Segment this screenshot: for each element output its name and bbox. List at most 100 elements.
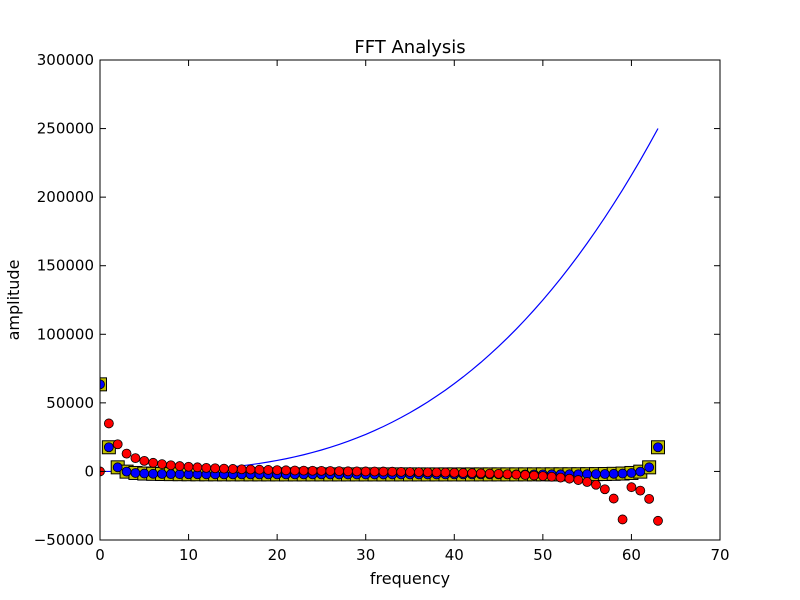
point-s2-58 xyxy=(608,468,619,479)
plot-area xyxy=(100,128,665,526)
point-s2-9 xyxy=(174,469,185,480)
point-s3-32 xyxy=(378,466,389,477)
point-s3-2 xyxy=(112,439,123,450)
y-tick-label-6: 250000 xyxy=(37,120,94,138)
point-s3-57 xyxy=(599,484,610,495)
point-s2-56 xyxy=(591,469,601,480)
series-line-0 xyxy=(100,128,659,473)
point-s3-35 xyxy=(405,467,415,477)
point-s3-61 xyxy=(635,485,646,496)
point-s3-23 xyxy=(298,465,309,476)
point-s3-38 xyxy=(431,467,442,478)
y-tick-label-2: 50000 xyxy=(46,394,94,412)
x-axis-label: frequency xyxy=(370,569,450,588)
point-s3-27 xyxy=(334,466,345,477)
y-tick-label-1: 0 xyxy=(84,462,94,480)
point-s3-39 xyxy=(440,467,451,478)
point-s3-60 xyxy=(626,482,637,493)
point-s3-28 xyxy=(343,466,353,477)
point-s3-16 xyxy=(236,464,247,475)
point-s3-18 xyxy=(254,464,265,475)
point-s3-54 xyxy=(573,475,584,485)
point-s3-21 xyxy=(281,465,291,476)
x-tick-label-0: 0 xyxy=(95,546,105,564)
point-s3-5 xyxy=(139,455,150,466)
point-s3-50 xyxy=(537,471,548,481)
point-s3-20 xyxy=(272,465,283,476)
point-s3-56 xyxy=(591,479,601,490)
point-s3-40 xyxy=(449,467,460,478)
y-tick-label-4: 150000 xyxy=(37,257,94,275)
y-tick-label-5: 200000 xyxy=(37,188,94,206)
point-s2-8 xyxy=(165,469,176,480)
x-tick-label-5: 50 xyxy=(533,546,552,564)
point-s3-36 xyxy=(413,467,424,478)
point-s3-26 xyxy=(325,466,336,476)
point-s2-6 xyxy=(148,468,159,479)
point-s3-15 xyxy=(227,464,238,474)
point-s3-62 xyxy=(644,493,655,504)
point-s3-3 xyxy=(121,448,132,459)
point-s3-49 xyxy=(529,470,539,481)
point-s3-6 xyxy=(148,457,159,468)
point-s2-4 xyxy=(130,468,141,478)
point-s3-63 xyxy=(653,515,663,526)
point-s3-19 xyxy=(263,465,274,475)
y-axis-label: amplitude xyxy=(4,260,23,341)
point-s3-10 xyxy=(183,461,194,472)
y-tick-label-3: 100000 xyxy=(37,325,94,343)
point-s3-9 xyxy=(174,461,185,471)
point-s3-25 xyxy=(316,465,327,476)
point-s3-12 xyxy=(201,462,212,473)
y-tick-label-0: −50000 xyxy=(34,531,94,549)
point-s3-48 xyxy=(520,470,531,480)
point-s3-44 xyxy=(484,468,495,479)
point-s2-57 xyxy=(599,469,610,479)
point-s3-59 xyxy=(617,514,628,525)
point-s3-30 xyxy=(360,466,371,477)
x-tick-label-2: 20 xyxy=(268,546,287,564)
point-s3-14 xyxy=(219,463,229,474)
point-s3-52 xyxy=(555,472,566,483)
x-axis: 0 10 20 30 40 50 60 70 xyxy=(95,60,730,564)
point-s2-2 xyxy=(112,462,123,473)
point-s3-29 xyxy=(351,466,362,477)
point-s2-62 xyxy=(644,462,655,473)
point-s3-13 xyxy=(210,463,221,474)
point-s3-17 xyxy=(245,464,256,475)
point-s3-55 xyxy=(582,477,593,487)
point-s3-31 xyxy=(369,466,380,477)
point-s3-4 xyxy=(130,453,141,464)
x-tick-label-1: 10 xyxy=(179,546,198,564)
point-s3-41 xyxy=(458,468,469,478)
point-s3-51 xyxy=(546,471,557,482)
point-s3-37 xyxy=(422,467,433,478)
point-s2-60 xyxy=(626,468,637,478)
point-s3-8 xyxy=(165,460,176,471)
point-s2-63 xyxy=(653,442,663,453)
x-tick-label-6: 60 xyxy=(622,546,641,564)
point-s2-3 xyxy=(121,466,132,477)
point-s3-24 xyxy=(307,465,318,476)
point-s2-61 xyxy=(635,466,646,477)
y-tick-label-7: 300000 xyxy=(37,51,94,69)
point-s3-46 xyxy=(502,469,513,480)
point-s3-11 xyxy=(192,462,203,473)
x-tick-label-7: 70 xyxy=(710,546,729,564)
point-s2-59 xyxy=(617,468,628,479)
plot-frame xyxy=(99,59,721,541)
point-s3-58 xyxy=(608,493,619,504)
point-s3-33 xyxy=(387,466,398,477)
point-s3-7 xyxy=(157,459,167,470)
point-s3-45 xyxy=(493,468,504,479)
point-s3-53 xyxy=(564,473,575,484)
x-tick-label-4: 40 xyxy=(445,546,464,564)
point-s2-7 xyxy=(157,469,167,479)
chart-title: FFT Analysis xyxy=(354,37,465,58)
point-s2-1 xyxy=(103,442,114,453)
point-s3-42 xyxy=(467,468,477,479)
point-s3-22 xyxy=(289,465,300,476)
point-s2-5 xyxy=(139,468,150,479)
point-s3-34 xyxy=(396,466,407,477)
point-s2-0 xyxy=(100,379,105,390)
